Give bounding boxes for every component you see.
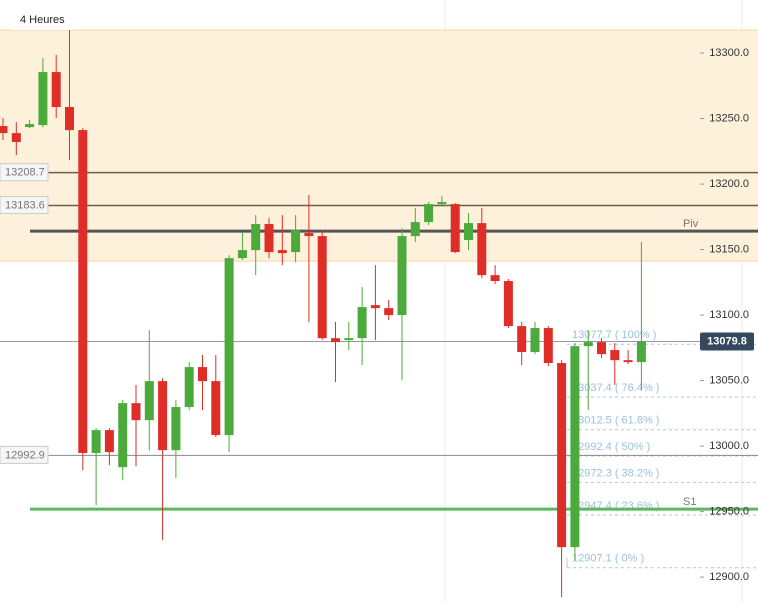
candle-body bbox=[583, 342, 593, 347]
candle-body bbox=[570, 346, 580, 548]
y-tick-label: 12950.0 bbox=[709, 506, 749, 518]
candle-body bbox=[25, 124, 35, 128]
candle-body bbox=[131, 403, 141, 421]
candle-body bbox=[224, 258, 234, 436]
fib-label: 13037.4 ( 76.4% ) bbox=[572, 382, 659, 394]
chart-title: 4 Heures bbox=[20, 14, 65, 26]
candle-body bbox=[517, 326, 527, 353]
candle-body bbox=[557, 363, 567, 548]
candle-body bbox=[397, 236, 407, 316]
candle-body bbox=[597, 342, 606, 355]
candle-body bbox=[264, 224, 274, 253]
candle-body bbox=[384, 308, 394, 316]
candle-body bbox=[344, 338, 354, 341]
candle-body bbox=[530, 328, 540, 353]
candle-body bbox=[636, 341, 646, 363]
candle-body bbox=[237, 250, 247, 259]
candle-body bbox=[38, 72, 48, 126]
level-tag: 13183.6 bbox=[5, 199, 45, 211]
candle-body bbox=[610, 350, 620, 361]
y-tick-label: 12900.0 bbox=[709, 571, 749, 583]
candle-body bbox=[171, 407, 181, 451]
candle-body bbox=[357, 307, 367, 339]
candle-body bbox=[370, 305, 380, 309]
y-tick-label: 13300.0 bbox=[709, 47, 749, 59]
y-tick-label: 13150.0 bbox=[709, 243, 749, 255]
y-tick-label: 13050.0 bbox=[709, 374, 749, 386]
fib-label: 13077.7 ( 100% ) bbox=[572, 329, 656, 341]
candle-body bbox=[0, 126, 8, 134]
candle-body bbox=[277, 250, 287, 254]
candle-body bbox=[198, 367, 207, 382]
candle-body bbox=[158, 381, 168, 451]
candle-body bbox=[477, 223, 487, 276]
level-tag-box bbox=[0, 445, 49, 464]
level-tag-box bbox=[0, 196, 49, 215]
candle-body bbox=[184, 367, 194, 408]
zone bbox=[0, 30, 758, 262]
candle-body bbox=[437, 202, 447, 205]
fib-label: 12972.3 ( 38.2% ) bbox=[572, 467, 659, 479]
candle-body bbox=[144, 381, 154, 421]
level-tag: 12992.9 bbox=[5, 449, 45, 461]
candle-body bbox=[291, 230, 301, 253]
level-name: Piv bbox=[683, 218, 699, 230]
candle-body bbox=[78, 130, 88, 454]
y-tick-label: 13200.0 bbox=[709, 178, 749, 190]
level-name: S1 bbox=[683, 496, 696, 508]
candle-body bbox=[104, 430, 114, 453]
y-tick-label: 13000.0 bbox=[709, 440, 749, 452]
last-price-label: 13079.8 bbox=[707, 335, 747, 347]
y-tick-label: 13250.0 bbox=[709, 112, 749, 124]
candle-body bbox=[464, 223, 473, 241]
candle-body bbox=[410, 222, 420, 237]
candle-body bbox=[251, 224, 261, 251]
candle-body bbox=[450, 204, 460, 253]
y-tick-label: 13100.0 bbox=[709, 309, 749, 321]
candle-body bbox=[543, 328, 553, 364]
candle-body bbox=[331, 338, 340, 343]
candle-body bbox=[11, 133, 21, 143]
last-price-box bbox=[700, 332, 754, 351]
candle-body bbox=[623, 360, 633, 363]
level-tag: 13208.7 bbox=[5, 167, 45, 179]
candle-body bbox=[211, 381, 221, 436]
fib-label: 12992.4 ( 50% ) bbox=[572, 441, 650, 453]
fib-label: 13012.5 ( 61.8% ) bbox=[572, 415, 659, 427]
candle-body bbox=[317, 236, 327, 339]
candle-body bbox=[51, 72, 61, 108]
level-tag-box bbox=[0, 163, 49, 182]
candle-body bbox=[424, 204, 434, 223]
title-box bbox=[12, 8, 72, 30]
candle-body bbox=[118, 403, 128, 468]
candle-body bbox=[503, 281, 513, 327]
fib-label: 12907.1 ( 0% ) bbox=[572, 553, 644, 565]
candle-body bbox=[490, 275, 500, 282]
candle-body bbox=[91, 430, 101, 454]
candle-body bbox=[304, 233, 314, 237]
candle-body bbox=[65, 107, 74, 131]
